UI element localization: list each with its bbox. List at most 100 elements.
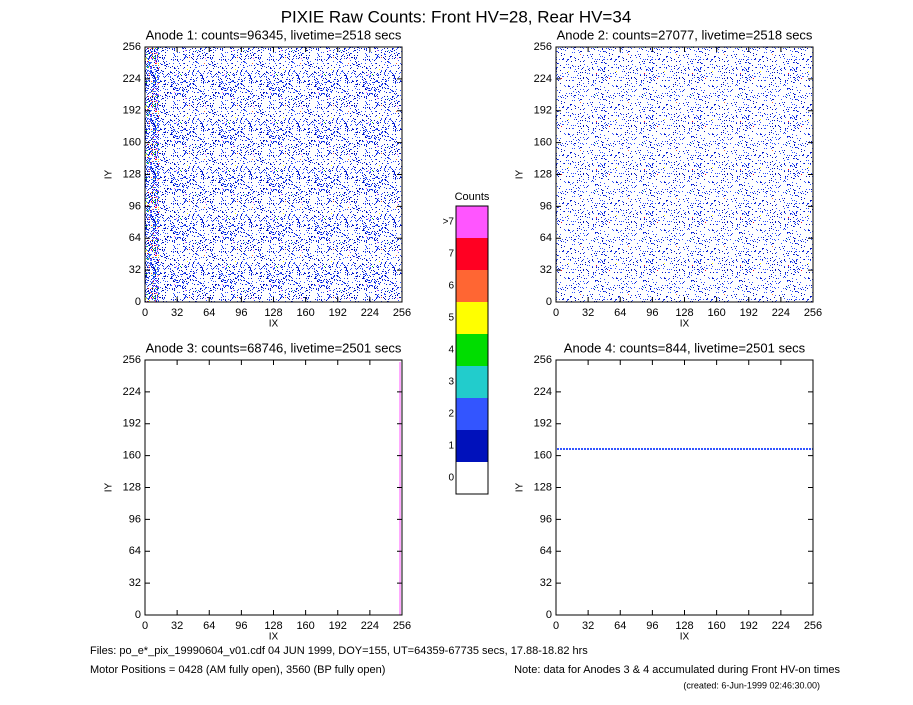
y-tick-label: 0 [135,609,141,621]
x-tick-label: 32 [171,307,183,319]
y-tick-label: 160 [534,137,552,149]
x-tick-label: 256 [393,307,411,319]
panel-title: Anode 3: counts=68746, livetime=2501 sec… [146,340,402,355]
colorbar-label: 3 [448,377,454,388]
y-tick-label: 0 [546,609,552,621]
y-tick-label: 256 [123,41,141,53]
x-axis-label: IX [269,319,279,330]
y-tick-label: 224 [123,73,141,85]
x-tick-label: 192 [740,307,758,319]
x-tick-label: 0 [142,307,148,319]
colorbar-box [456,238,488,270]
x-axis-label: IX [680,632,690,643]
colorbar-label: 6 [448,281,454,292]
x-tick-label: 96 [646,620,658,632]
colorbar-title: Counts [455,191,490,203]
y-tick-label: 192 [123,418,141,430]
x-tick-label: 224 [361,307,379,319]
x-tick-label: 128 [675,620,693,632]
x-tick-label: 160 [707,307,725,319]
x-tick-label: 160 [296,307,314,319]
x-tick-label: 224 [361,620,379,632]
y-tick-label: 32 [129,264,141,276]
y-axis-label: IY [515,169,526,179]
plot-frame [555,359,814,616]
y-tick-label: 128 [123,481,141,493]
colorbar-label: 7 [448,249,454,260]
x-tick-label: 96 [235,307,247,319]
y-tick-label: 192 [123,105,141,117]
colorbar-box [456,398,488,430]
y-tick-label: 224 [534,73,552,85]
y-tick-label: 256 [123,354,141,366]
colorbar-box [456,206,488,238]
x-tick-label: 224 [772,307,790,319]
y-tick-label: 192 [534,105,552,117]
y-tick-label: 160 [123,137,141,149]
colorbar-box [456,366,488,398]
colorbar-label: 5 [448,313,454,324]
heatmap-texture [145,47,402,302]
x-tick-label: 96 [646,307,658,319]
y-tick-label: 256 [534,41,552,53]
footer-motor: Motor Positions = 0428 (AM fully open), … [90,664,385,676]
footer-created: (created: 6-Jun-1999 02:46:30.00) [683,680,820,690]
colorbar-box [456,334,488,366]
y-tick-label: 160 [123,450,141,462]
x-tick-label: 192 [329,620,347,632]
colorbar-box [456,270,488,302]
y-tick-label: 32 [129,577,141,589]
x-tick-label: 32 [582,620,594,632]
y-tick-label: 128 [534,168,552,180]
footer-files: Files: po_e*_pix_19990604_v01.cdf 04 JUN… [90,645,588,657]
y-tick-label: 0 [135,296,141,308]
y-tick-label: 32 [540,577,552,589]
y-tick-label: 256 [534,354,552,366]
colorbar-label: >7 [443,217,455,228]
y-tick-label: 128 [123,168,141,180]
y-tick-label: 160 [534,450,552,462]
y-axis-label: IY [104,482,115,492]
y-tick-label: 224 [123,386,141,398]
colorbar-frame [455,205,489,495]
x-tick-label: 64 [614,620,626,632]
footer-note: Note: data for Anodes 3 & 4 accumulated … [514,664,840,676]
x-tick-label: 0 [142,620,148,632]
y-tick-label: 192 [534,418,552,430]
y-tick-label: 128 [534,481,552,493]
x-tick-label: 0 [553,620,559,632]
x-tick-label: 0 [553,307,559,319]
x-tick-label: 256 [804,307,822,319]
heatmap-texture [556,47,813,302]
panel-title: Anode 1: counts=96345, livetime=2518 sec… [146,27,402,42]
colorbar-box [456,302,488,334]
x-tick-label: 32 [582,307,594,319]
x-tick-label: 96 [235,620,247,632]
panel-title: Anode 2: counts=27077, livetime=2518 sec… [557,27,813,42]
x-tick-label: 32 [171,620,183,632]
panel-title: Anode 4: counts=844, livetime=2501 secs [564,340,806,355]
colorbar-box [456,430,488,462]
x-tick-label: 192 [740,620,758,632]
y-tick-label: 32 [540,264,552,276]
page-title: PIXIE Raw Counts: Front HV=28, Rear HV=3… [281,7,632,26]
x-axis-label: IX [680,319,690,330]
x-tick-label: 64 [203,620,215,632]
y-axis-label: IY [515,482,526,492]
y-tick-label: 96 [540,513,552,525]
x-axis-label: IX [269,632,279,643]
y-tick-label: 96 [129,513,141,525]
colorbar-box [456,462,488,494]
x-tick-label: 128 [264,307,282,319]
y-tick-label: 64 [129,545,141,557]
y-tick-label: 0 [546,296,552,308]
x-tick-label: 256 [804,620,822,632]
y-tick-label: 224 [534,386,552,398]
colorbar-label: 0 [448,473,454,484]
plot-frame [144,359,403,616]
x-tick-label: 192 [329,307,347,319]
y-tick-label: 64 [129,232,141,244]
y-tick-label: 64 [540,545,552,557]
x-tick-label: 224 [772,620,790,632]
